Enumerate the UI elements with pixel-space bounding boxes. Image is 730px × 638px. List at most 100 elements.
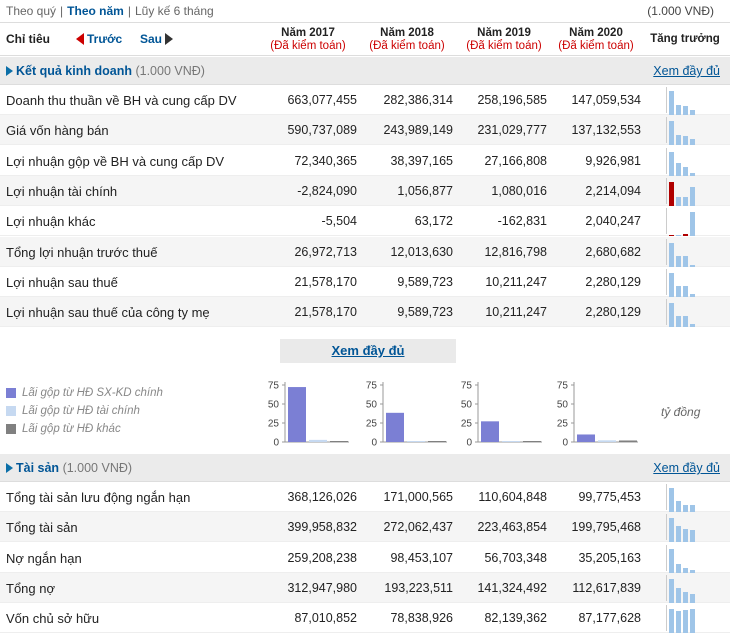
tab-accumulated[interactable]: Lũy kế 6 tháng xyxy=(134,4,214,18)
row-label: Lợi nhuận sau thuế xyxy=(6,274,118,290)
growth-sparkline[interactable] xyxy=(666,146,702,176)
cell-value: 147,059,534 xyxy=(571,93,641,107)
table-row: Lợi nhuận gộp về BH và cung cấp DV 72,340… xyxy=(0,146,730,176)
sparkline-bar xyxy=(683,610,688,634)
audit-label: (Đã kiểm toán) xyxy=(270,40,346,52)
cell-value: 193,223,511 xyxy=(384,580,453,595)
cell-value: 231,029,777 xyxy=(477,123,547,138)
sparkline-bar xyxy=(669,578,674,603)
y-tick-label: 0 xyxy=(371,438,377,449)
row-label: Vốn chủ sở hữu xyxy=(6,611,100,627)
growth-sparkline[interactable] xyxy=(666,267,702,297)
view-full-link[interactable]: Xem đầy đủ xyxy=(653,461,720,475)
cell-value: 63,172 xyxy=(414,214,453,229)
sparkline-bar xyxy=(683,106,688,115)
cell-value: 26,972,713 xyxy=(294,244,357,259)
bar-main-business xyxy=(288,387,306,442)
cell-value: 1,080,016 xyxy=(491,183,547,198)
gross-profit-mini-chart: 75 50 25 0 xyxy=(557,381,638,448)
sparkline-bar xyxy=(669,518,674,543)
sparkline-axis xyxy=(666,238,667,265)
view-full-button[interactable]: Xem đầy đủ xyxy=(280,339,456,363)
bar-financial xyxy=(502,441,520,442)
y-tick-label: 50 xyxy=(366,400,378,411)
sparkline-axis xyxy=(666,299,667,326)
section-business-results: Kết quả kinh doanh (1.000 VNĐ) Xem đầy đ… xyxy=(0,57,730,85)
next-button[interactable]: Sau xyxy=(140,32,174,46)
table-row: Lợi nhuận tài chính -2,824,090 1,056,877 1,… xyxy=(0,175,730,206)
cell-value: 72,340,365 xyxy=(294,153,357,168)
legend-swatch xyxy=(6,388,16,398)
section-title: Tài sản (1.000 VNĐ) xyxy=(16,461,132,475)
growth-sparkline[interactable] xyxy=(666,512,702,543)
gross-profit-mini-chart: 75 50 25 0 xyxy=(268,381,349,448)
y-tick-label: 0 xyxy=(466,438,472,449)
cell-value: 110,604,848 xyxy=(478,490,547,504)
gross-profit-mini-chart: 75 50 25 0 xyxy=(461,381,542,449)
sparkline-bar xyxy=(690,264,695,267)
growth-sparkline[interactable] xyxy=(666,176,702,206)
growth-sparkline[interactable] xyxy=(666,482,702,512)
bar-other xyxy=(523,441,541,442)
cell-value: 9,926,981 xyxy=(585,153,641,168)
tab-separator: | xyxy=(60,4,64,18)
sparkline-bar xyxy=(669,121,674,146)
cell-value: 137,132,553 xyxy=(571,123,641,138)
tab-year[interactable]: Theo năm xyxy=(67,4,124,18)
y-tick-label: 75 xyxy=(268,381,280,392)
growth-sparkline[interactable] xyxy=(666,85,702,115)
next-label: Sau xyxy=(140,32,163,46)
sparkline-bar xyxy=(683,529,688,543)
sparkline-bar xyxy=(683,136,688,146)
year-col-2: Năm 2018 (Đã kiểm toán) xyxy=(361,27,453,52)
cell-value: 112,617,839 xyxy=(572,580,641,595)
arrow-left-icon xyxy=(76,33,84,45)
cell-value: 663,077,455 xyxy=(287,93,357,107)
y-tick-label: 75 xyxy=(366,381,378,392)
cell-value: 243,989,149 xyxy=(383,123,453,138)
section-triangle-icon xyxy=(6,66,13,76)
tab-quarter[interactable]: Theo quý xyxy=(6,4,57,18)
cell-value: 282,386,314 xyxy=(383,93,453,107)
cell-value: 259,208,238 xyxy=(287,550,357,565)
legend-swatch xyxy=(6,424,16,434)
table-row: Doanh thu thuần về BH và cung cấp DV 663,… xyxy=(0,85,730,115)
prev-button[interactable]: Trước xyxy=(76,32,122,46)
growth-sparkline[interactable] xyxy=(666,543,702,573)
cell-value: 82,139,362 xyxy=(484,611,547,626)
cell-value: 21,578,170 xyxy=(294,305,357,320)
prev-label: Trước xyxy=(87,32,123,46)
cell-value: 56,703,348 xyxy=(484,550,547,565)
table-row: Nợ ngắn hạn 259,208,238 98,453,107 56,703,3… xyxy=(0,543,730,573)
bar-financial xyxy=(598,440,616,442)
sparkline-bar xyxy=(690,530,695,543)
growth-sparkline[interactable] xyxy=(666,115,702,146)
sparkline-bar xyxy=(669,609,674,634)
growth-sparkline[interactable] xyxy=(666,573,702,603)
sparkline-bar xyxy=(676,563,681,573)
legend-item: Lãi gộp từ HĐ tài chính xyxy=(6,402,163,420)
sparkline-bar xyxy=(690,324,695,328)
growth-sparkline[interactable] xyxy=(666,603,702,634)
chart-unit: tỷ đồng xyxy=(661,405,701,419)
cell-value: 590,737,089 xyxy=(287,123,357,138)
row-label: Nợ ngắn hạn xyxy=(6,550,82,566)
cell-value: 171,000,565 xyxy=(383,490,453,504)
y-tick-label: 50 xyxy=(461,400,473,411)
unit-label: (1.000 VNĐ) xyxy=(647,4,714,18)
view-full-link[interactable]: Xem đầy đủ xyxy=(653,64,720,78)
y-tick-label: 50 xyxy=(557,400,569,411)
audit-label: (Đã kiểm toán) xyxy=(558,40,634,52)
growth-header: Tăng trưởng xyxy=(650,33,720,45)
sparkline-bar xyxy=(676,235,681,237)
sparkline-bar xyxy=(690,212,695,237)
growth-sparkline[interactable] xyxy=(666,206,702,237)
cell-value: 2,214,094 xyxy=(585,183,641,198)
sparkline-bar xyxy=(690,172,695,176)
cell-value: 98,453,107 xyxy=(390,550,453,565)
growth-sparkline[interactable] xyxy=(666,237,702,267)
legend-label: Lãi gộp từ HĐ SX-KD chính xyxy=(22,387,163,399)
cell-value: 312,947,980 xyxy=(287,580,357,595)
growth-sparkline[interactable] xyxy=(666,297,702,328)
cell-value: 9,589,723 xyxy=(397,305,453,320)
